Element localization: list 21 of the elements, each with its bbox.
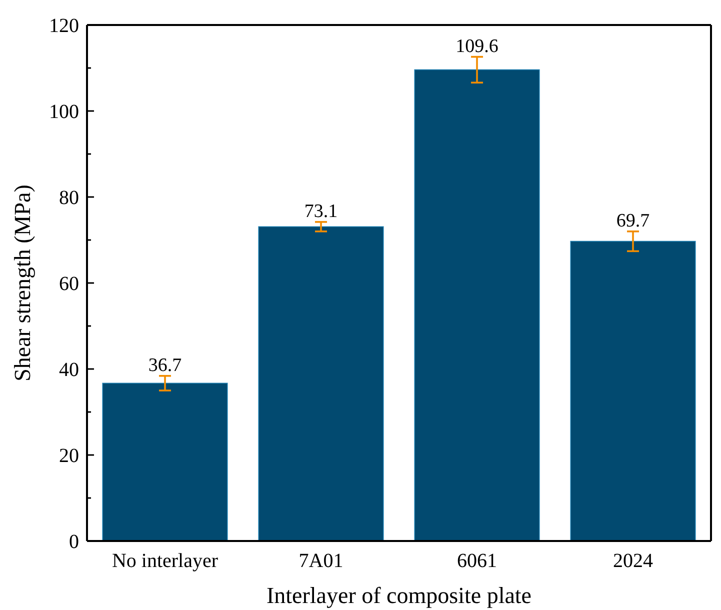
x-tick-label: 2024: [613, 550, 653, 572]
bar: [258, 226, 384, 542]
y-tick-label: 20: [59, 445, 79, 467]
bar: [102, 382, 228, 542]
x-tick-label: No interlayer: [112, 550, 218, 572]
data-label: 69.7: [616, 210, 650, 232]
data-label: 73.1: [304, 200, 338, 222]
x-tick-label: 6061: [457, 550, 497, 572]
bar: [570, 240, 696, 542]
bar: [414, 69, 540, 542]
data-label: 36.7: [148, 354, 182, 376]
y-tick-label: 80: [59, 187, 79, 209]
x-axis-title: Interlayer of composite plate: [266, 583, 532, 608]
data-label: 109.6: [456, 36, 498, 57]
y-axis-title: Shear strength (MPa): [10, 184, 35, 382]
x-tick-label: 7A01: [298, 550, 344, 572]
y-tick-label: 60: [59, 273, 79, 295]
y-tick-label: 100: [49, 101, 79, 123]
y-tick-label: 40: [59, 359, 79, 381]
y-tick-label: 120: [49, 15, 79, 37]
y-tick-label: 0: [69, 531, 79, 553]
